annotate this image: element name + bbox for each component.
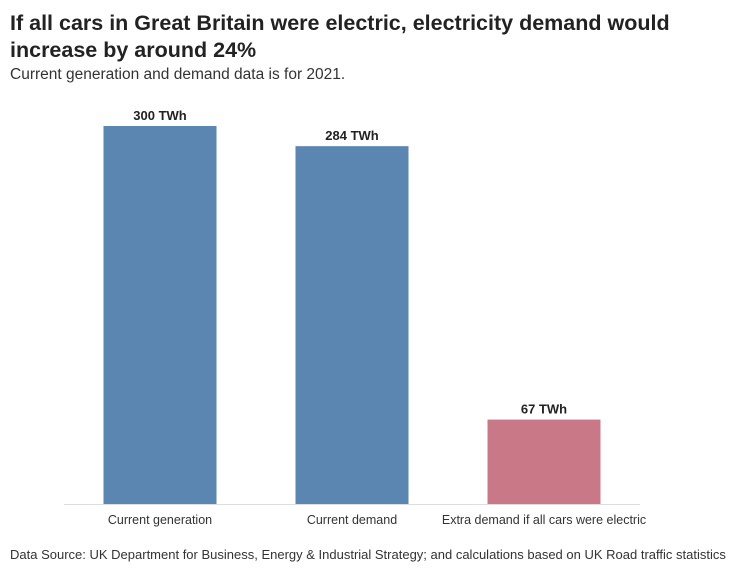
bars-group: [103, 126, 601, 504]
bar-1: [103, 126, 217, 504]
x-tick-label-1: Current generation: [108, 513, 212, 527]
x-tick-labels: Current generation Current demand Extra de…: [108, 513, 646, 527]
x-tick-label-3: Extra demand if all cars were electric: [442, 513, 646, 527]
chart-title: If all cars in Great Britain were electr…: [10, 11, 670, 62]
data-label-3: 67 TWh: [521, 402, 567, 417]
data-labels: 300 TWh 284 TWh 67 TWh: [133, 108, 567, 417]
bar-chart: Current generation Current demand Extra de…: [64, 108, 646, 527]
data-label-2: 284 TWh: [325, 128, 379, 143]
x-tick-label-2: Current demand: [307, 513, 397, 527]
bar-2: [295, 146, 409, 504]
chart-subtitle: Current generation and demand data is fo…: [10, 66, 346, 83]
bar-3: [487, 419, 601, 504]
data-label-1: 300 TWh: [133, 108, 187, 123]
data-source-note: Data Source: UK Department for Business,…: [10, 547, 726, 562]
